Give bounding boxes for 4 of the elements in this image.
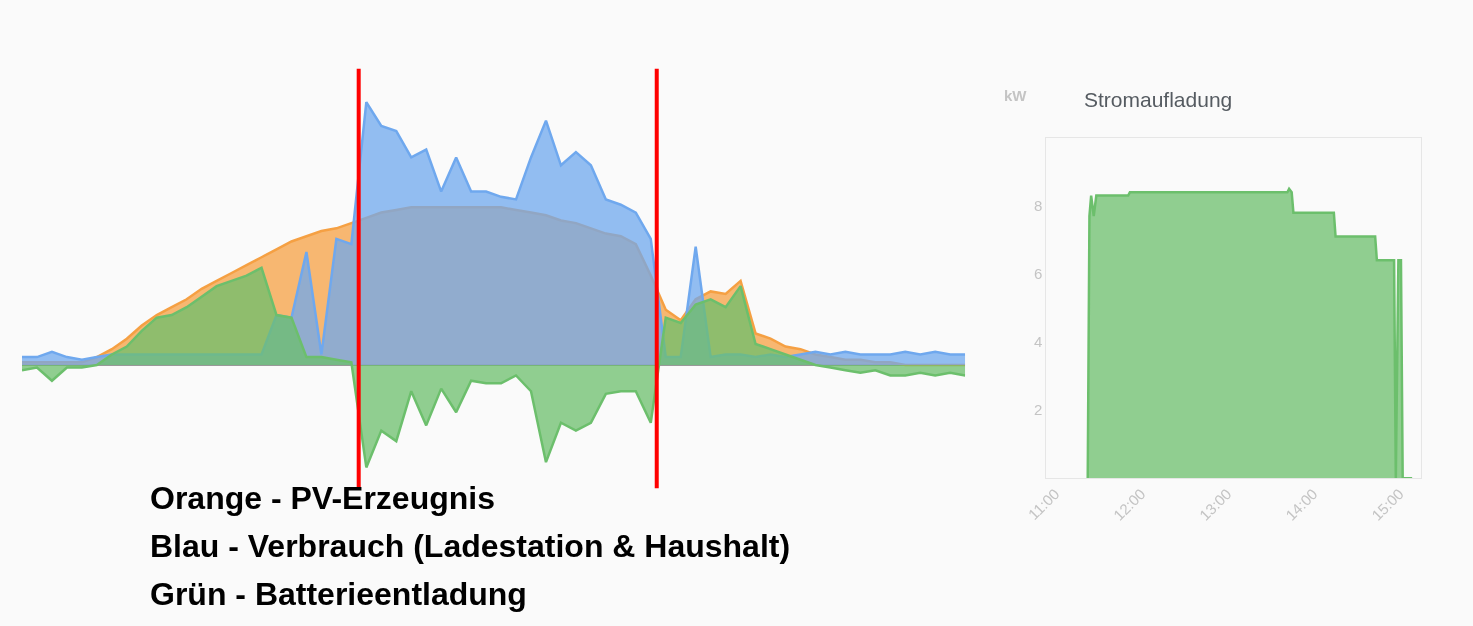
text: Orange - PV-Erzeugnis	[150, 480, 495, 516]
chart-title: Stromaufladung	[1084, 88, 1233, 111]
text: Grün - Batterieentladung	[150, 576, 527, 612]
text: Blau - Verbrauch (Ladestation & Haushalt)	[150, 528, 791, 564]
